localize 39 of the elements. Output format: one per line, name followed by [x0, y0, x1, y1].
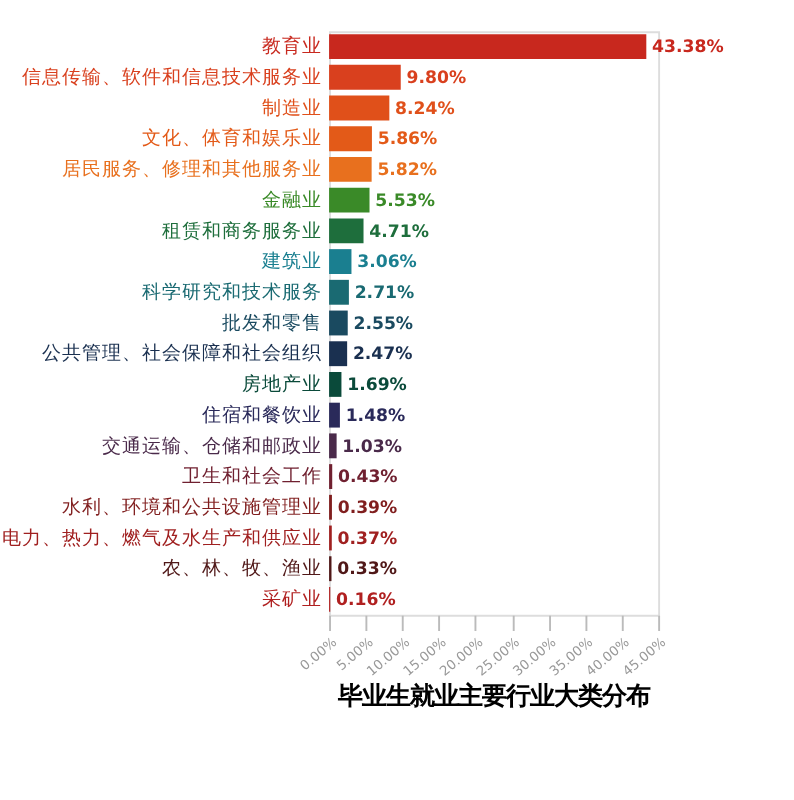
y-tick-label: 居民服务、修理和其他服务业 [62, 157, 323, 182]
y-tick-label: 文化、体育和娱乐业 [142, 126, 323, 151]
y-tick-label: 教育业 [262, 34, 323, 59]
y-tick-label: 水利、环境和公共设施管理业 [62, 495, 323, 520]
y-tick-label: 电力、热力、燃气及水生产和供应业 [2, 525, 323, 550]
y-tick-label: 信息传输、软件和信息技术服务业 [22, 65, 323, 90]
data-label: 2.55% [353, 314, 414, 335]
y-tick-label: 租赁和商务服务业 [162, 218, 323, 243]
y-tick-label: 交通运输、仓储和邮政业 [102, 433, 323, 458]
y-tick-label: 建筑业 [260, 249, 323, 274]
y-tick-label: 批发和零售 [222, 310, 323, 335]
data-label: 0.39% [337, 499, 399, 520]
text: 毕业生就业主要行业大类分布 [335, 679, 650, 710]
data-label: 0.43% [337, 468, 399, 489]
y-tick-label: 制造业 [262, 95, 323, 120]
y-tick-label: 采矿业 [262, 587, 323, 612]
data-label: 5.53% [375, 191, 436, 212]
y-tick-label: 农、林、牧、渔业 [162, 556, 323, 581]
data-label: 43.38% [652, 38, 725, 59]
data-label: 9.80% [406, 69, 467, 90]
y-tick-label: 卫生和社会工作 [182, 464, 323, 489]
data-label: 1.48% [345, 406, 407, 427]
y-tick-label: 科学研究和技术服务 [142, 280, 323, 305]
data-label: 5.86% [377, 130, 439, 151]
data-label: 8.24% [395, 99, 456, 120]
data-label: 0.33% [337, 560, 398, 581]
data-label: 3.06% [357, 253, 418, 274]
y-tick-label: 房地产业 [242, 372, 323, 397]
data-label: 2.47% [352, 345, 414, 366]
data-label: 0.37% [337, 529, 398, 550]
y-tick-label: 公共管理、社会保障和社会组织 [42, 341, 323, 366]
data-label: 1.69% [347, 376, 408, 397]
data-label: 5.82% [377, 161, 438, 182]
data-label: 1.03% [342, 437, 403, 458]
y-tick-label: 住宿和餐饮业 [202, 402, 323, 427]
data-label: 2.71% [354, 284, 416, 305]
data-label: 4.71% [369, 222, 430, 243]
data-label: 0.16% [335, 591, 397, 612]
y-tick-label: 金融业 [262, 187, 323, 212]
